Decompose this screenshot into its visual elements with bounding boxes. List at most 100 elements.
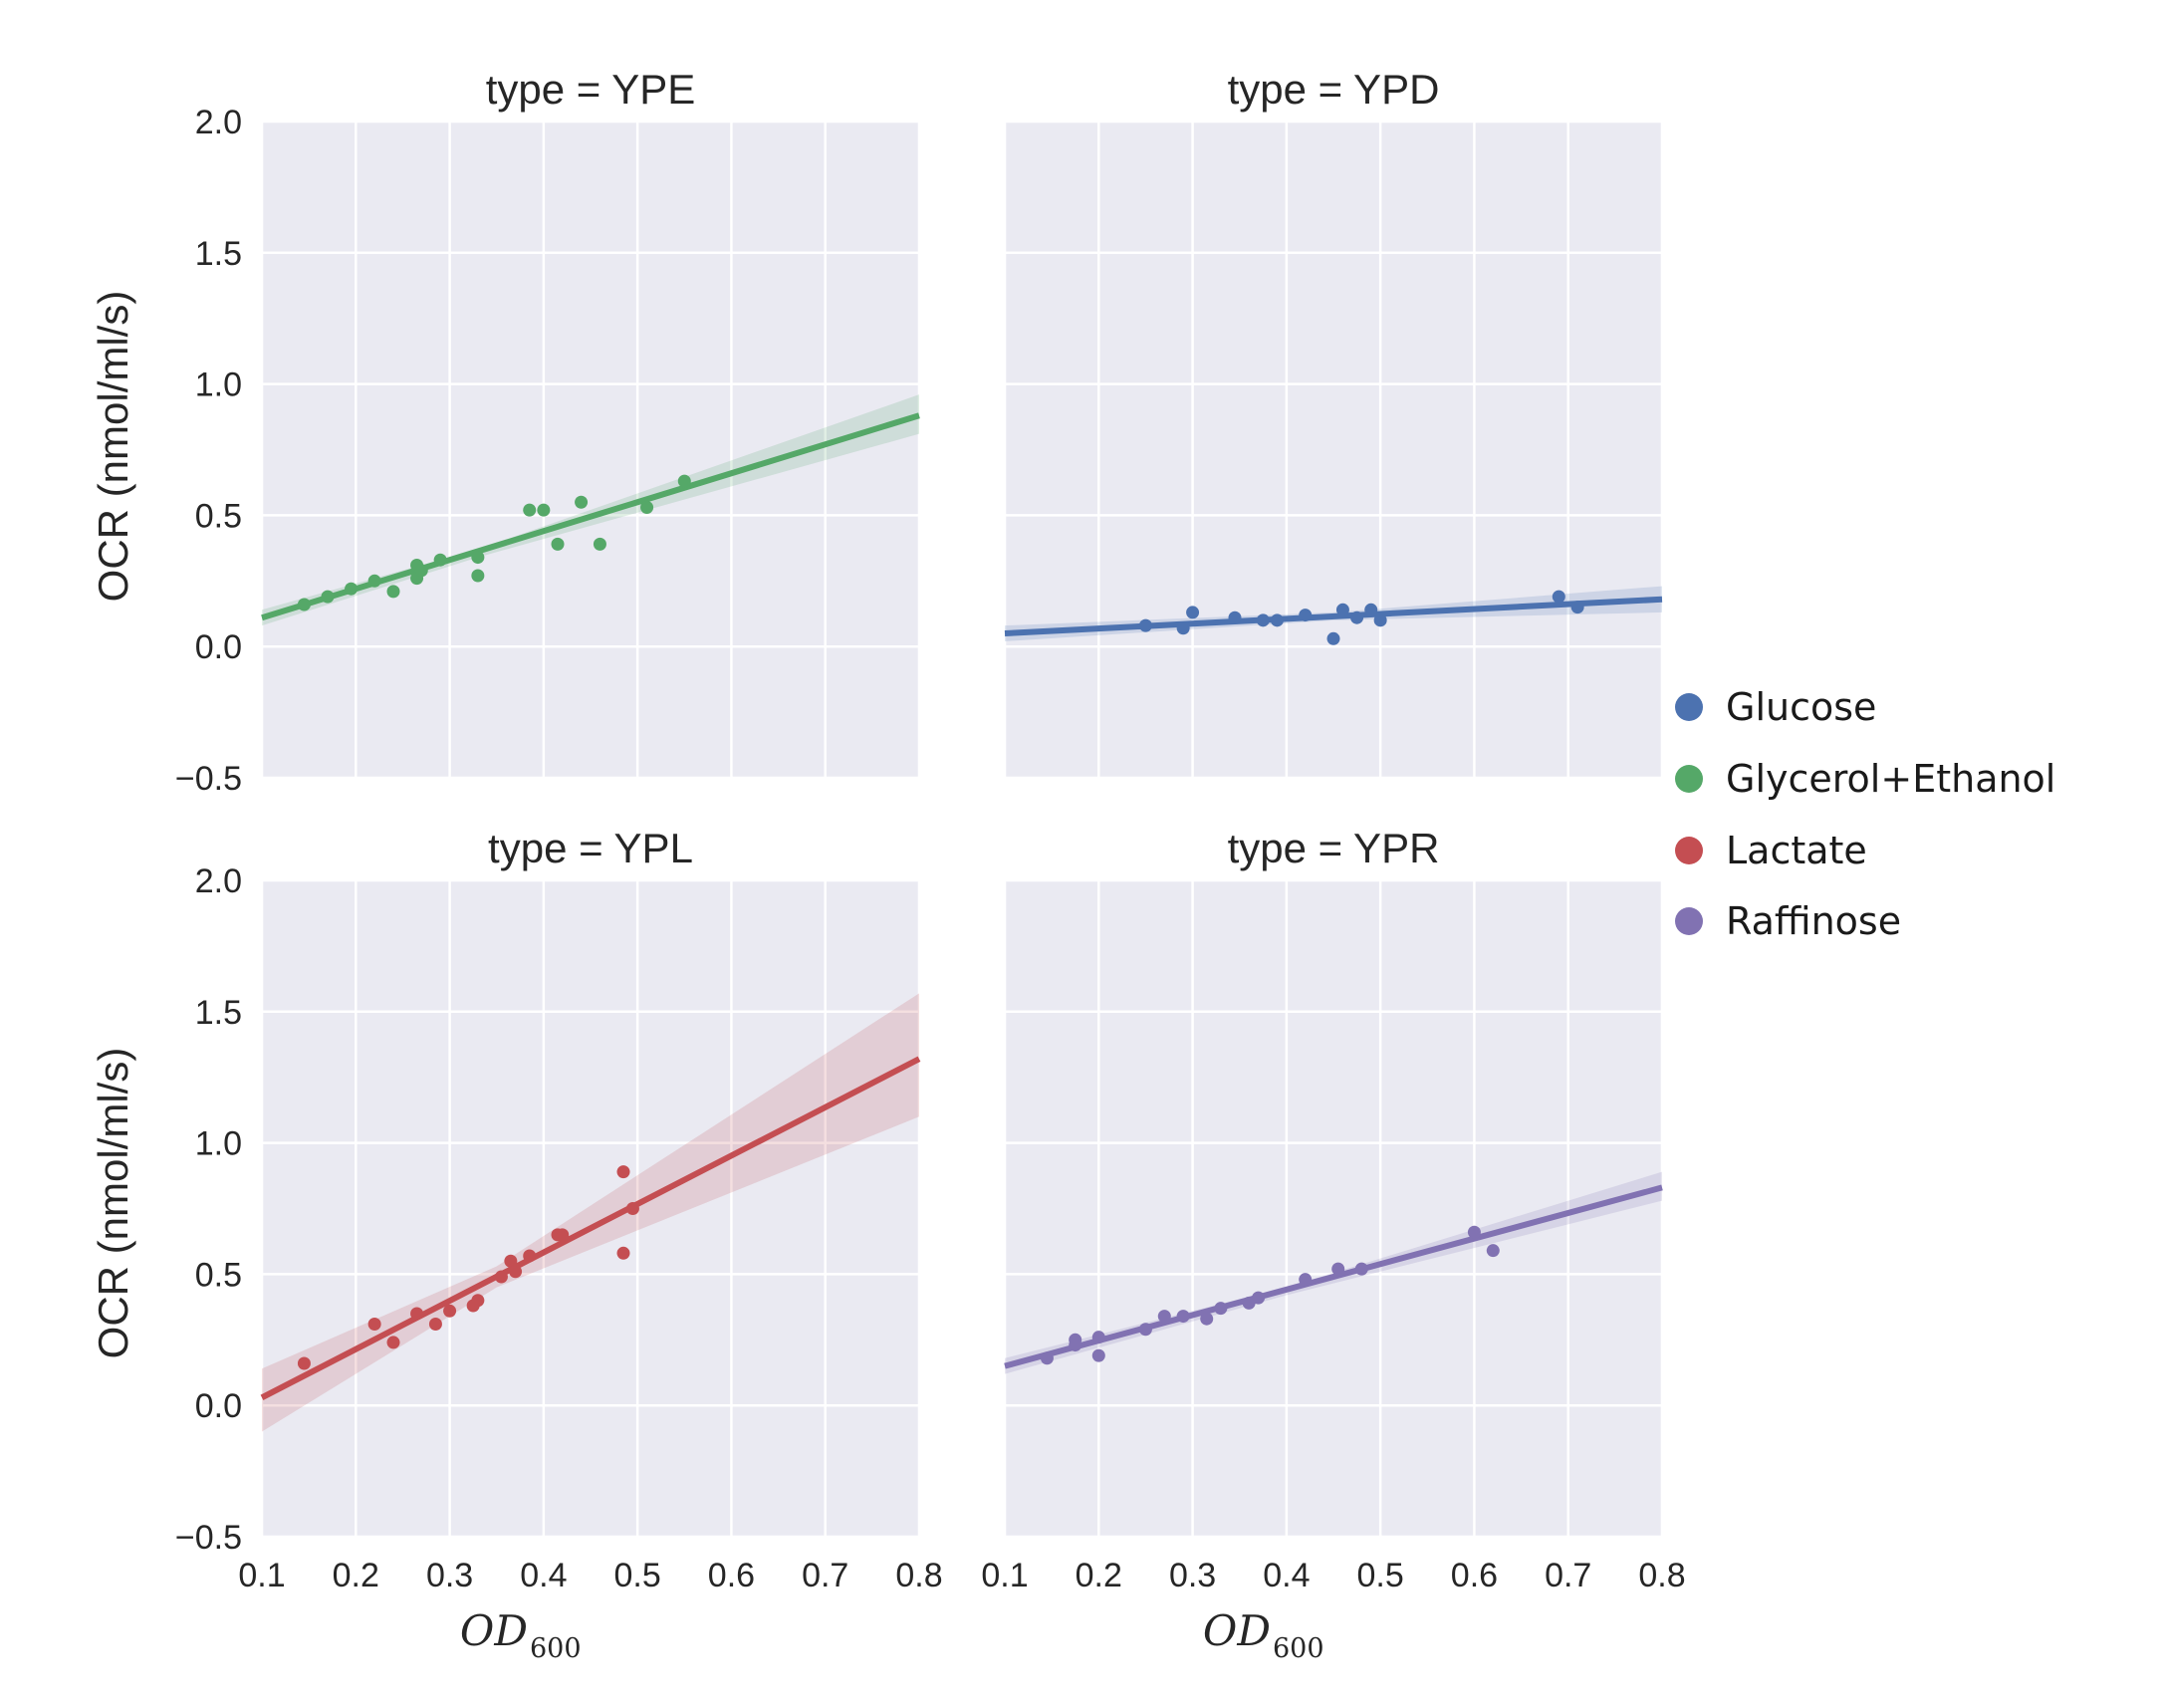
data-point <box>1299 609 1313 622</box>
data-point <box>1331 1262 1345 1276</box>
data-point <box>1228 610 1242 624</box>
y-tick-labels-top: −0.5 0.0 0.5 1.0 1.5 2.0 <box>175 104 242 798</box>
data-point <box>410 1307 424 1321</box>
x-axis-label-subscript: 600 <box>1273 1633 1324 1664</box>
panel-background <box>1005 880 1662 1537</box>
data-point <box>367 574 381 588</box>
x-axis-label-right: OD 600 <box>1203 1606 1324 1664</box>
data-point <box>1040 1351 1054 1365</box>
data-point <box>625 1202 639 1215</box>
x-tick-label: 0.5 <box>1357 1557 1404 1594</box>
data-point <box>1270 613 1284 627</box>
data-point <box>1138 1323 1152 1337</box>
x-tick-label: 0.1 <box>981 1557 1028 1594</box>
x-tick-label: 0.8 <box>1638 1557 1685 1594</box>
data-point <box>1373 613 1387 627</box>
regression-line <box>1004 596 1663 637</box>
data-point <box>523 1249 537 1263</box>
data-point <box>345 582 359 596</box>
data-point <box>297 1356 311 1370</box>
data-point <box>1069 1339 1082 1352</box>
series-layer <box>1004 1171 1663 1374</box>
panel-title: type = YPL <box>488 825 693 871</box>
data-point <box>1176 621 1190 635</box>
data-point <box>677 474 691 488</box>
panel-title: type = YPD <box>1228 66 1440 113</box>
legend-item-raffinose: Raffinose <box>1675 899 1901 943</box>
data-point <box>471 569 485 583</box>
y-tick-label: 0.5 <box>195 1256 242 1294</box>
legend-label: Raffinose <box>1726 899 1901 943</box>
data-point <box>428 1317 442 1331</box>
x-tick-label: 0.5 <box>614 1557 661 1594</box>
gridlines <box>1003 878 1664 1539</box>
y-axis-label-top: OCR (nmol/ml/s) <box>90 291 136 603</box>
x-tick-label: 0.1 <box>238 1557 285 1594</box>
data-point <box>471 1294 485 1308</box>
x-tick-label: 0.7 <box>1545 1557 1591 1594</box>
x-tick-label: 0.8 <box>895 1557 942 1594</box>
data-point <box>616 1165 630 1179</box>
data-point <box>1186 606 1200 619</box>
data-point <box>1157 1310 1171 1324</box>
x-tick-labels-left: 0.1 0.2 0.3 0.4 0.5 0.6 0.7 0.8 <box>238 1557 942 1594</box>
data-point <box>1552 590 1565 604</box>
data-point <box>1242 1296 1256 1310</box>
x-tick-label: 0.6 <box>1451 1557 1498 1594</box>
data-point <box>1200 1312 1214 1326</box>
y-tick-label: 2.0 <box>195 104 242 141</box>
series-layer <box>1004 586 1663 645</box>
data-point <box>1486 1244 1500 1258</box>
y-tick-label: 0.5 <box>195 497 242 535</box>
legend-label: Lactate <box>1726 829 1867 872</box>
x-axis-label-main: OD <box>1203 1606 1271 1655</box>
panel-ype: type = YPE <box>260 66 921 780</box>
data-point <box>1335 603 1349 616</box>
legend-marker <box>1675 907 1703 935</box>
gridlines <box>1003 120 1664 780</box>
data-point <box>551 537 565 551</box>
data-point <box>1176 1310 1190 1324</box>
panel-ypr: type = YPR <box>1003 825 1664 1539</box>
data-point <box>509 1265 523 1279</box>
panel-background <box>1005 122 1662 778</box>
y-tick-label: 1.0 <box>195 366 242 404</box>
data-point <box>1252 1291 1266 1305</box>
data-point <box>593 537 606 551</box>
data-point <box>1364 603 1378 616</box>
legend-label: Glycerol+Ethanol <box>1726 757 2055 801</box>
data-point <box>386 585 400 599</box>
data-point <box>640 500 654 514</box>
confidence-band <box>262 993 919 1432</box>
panel-ypl: type = YPL <box>260 825 921 1539</box>
x-tick-labels-right: 0.1 0.2 0.3 0.4 0.5 0.6 0.7 0.8 <box>981 1557 1685 1594</box>
x-tick-label: 0.2 <box>1076 1557 1122 1594</box>
data-point <box>1354 1262 1368 1276</box>
x-tick-label: 0.7 <box>802 1557 848 1594</box>
y-axis-label-bottom: OCR (nmol/ml/s) <box>90 1048 136 1359</box>
data-point <box>321 590 335 604</box>
panel-background <box>262 880 919 1537</box>
panel-title: type = YPR <box>1228 825 1440 871</box>
x-tick-label: 0.4 <box>1263 1557 1310 1594</box>
data-point <box>1326 631 1340 645</box>
data-point <box>414 564 428 578</box>
legend-item-lactate: Lactate <box>1675 829 1867 872</box>
data-point <box>1091 1348 1105 1362</box>
x-axis-label-main: OD <box>460 1606 528 1655</box>
x-axis-label-left: OD 600 <box>460 1606 582 1664</box>
y-tick-labels-bottom: −0.5 0.0 0.5 1.0 1.5 2.0 <box>175 862 242 1557</box>
y-tick-label: 1.5 <box>195 994 242 1032</box>
y-tick-label: 0.0 <box>195 628 242 666</box>
legend-item-glycerol-ethanol: Glycerol+Ethanol <box>1675 757 2055 801</box>
legend-marker <box>1675 693 1703 721</box>
x-axis-label-subscript: 600 <box>530 1633 582 1664</box>
y-tick-label: −0.5 <box>175 1519 242 1557</box>
data-point <box>1091 1331 1105 1344</box>
series-layer <box>260 993 921 1432</box>
data-point <box>504 1254 518 1268</box>
x-tick-label: 0.4 <box>520 1557 567 1594</box>
legend-item-glucose: Glucose <box>1675 685 1876 729</box>
gridlines <box>260 878 921 1539</box>
y-tick-label: 2.0 <box>195 862 242 900</box>
